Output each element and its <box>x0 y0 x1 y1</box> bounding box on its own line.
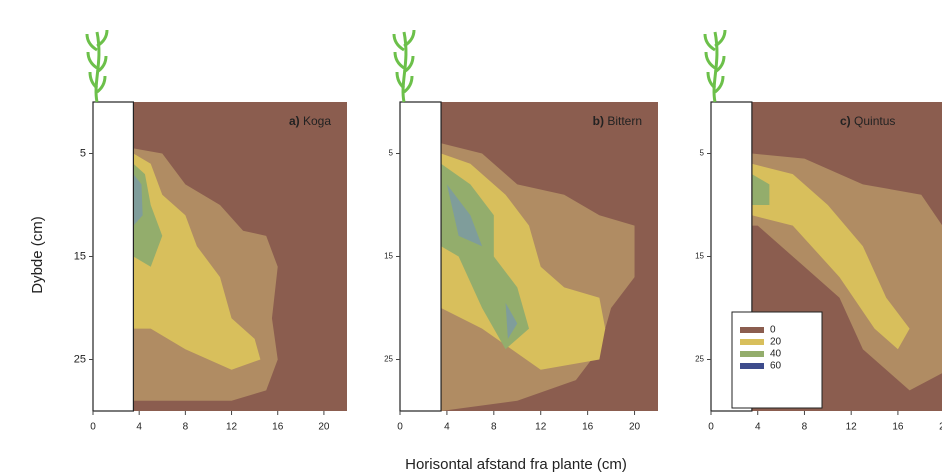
legend-swatch <box>740 339 764 345</box>
plant-icon <box>394 30 414 102</box>
panel-name: Quintus <box>854 114 895 128</box>
panel-title: c) Quintus <box>840 114 895 128</box>
plant-leaf <box>395 52 404 68</box>
panel-title: b) Bittern <box>593 114 642 128</box>
y-axis-label: Dybde (cm) <box>29 216 46 294</box>
x-tick-label: 4 <box>755 422 761 433</box>
x-tick-label: 12 <box>846 422 858 433</box>
chart: Dybde (cm) Horisontal afstand fra plante… <box>0 0 942 475</box>
plant-leaf <box>394 34 404 50</box>
y-tick-label: 25 <box>74 353 86 365</box>
legend-swatch <box>740 327 764 333</box>
panel-label: c) <box>840 114 851 128</box>
y-tick-label: 15 <box>695 252 704 261</box>
x-tick-label: 4 <box>444 422 450 433</box>
x-tick-label: 16 <box>272 422 284 433</box>
panel-label: a) <box>289 114 300 128</box>
root-zone <box>93 102 133 411</box>
x-tick-label: 12 <box>535 422 547 433</box>
x-tick-label: 12 <box>226 422 238 433</box>
plant-leaf <box>706 52 715 68</box>
x-tick-label: 8 <box>491 422 497 433</box>
x-axis-label: Horisontal afstand fra plante (cm) <box>405 456 627 473</box>
x-tick-label: 8 <box>183 422 189 433</box>
legend-label: 0 <box>770 325 776 336</box>
x-tick-label: 20 <box>629 422 641 433</box>
panel-name: Koga <box>303 114 331 128</box>
x-tick-label: 0 <box>90 422 96 433</box>
plant-leaf <box>705 34 715 50</box>
y-tick-label: 5 <box>700 149 705 158</box>
y-tick-label: 5 <box>389 149 394 158</box>
y-tick-label: 25 <box>384 355 393 364</box>
y-tick-label: 15 <box>74 250 86 262</box>
legend-swatch <box>740 363 764 369</box>
x-tick-label: 0 <box>397 422 403 433</box>
plant-icon <box>87 30 107 102</box>
legend-label: 40 <box>770 349 782 360</box>
panel-label: b) <box>593 114 604 128</box>
x-tick-label: 4 <box>136 422 142 433</box>
y-tick-label: 15 <box>384 252 393 261</box>
legend-label: 60 <box>770 361 782 372</box>
legend-swatch <box>740 351 764 357</box>
plant-leaf <box>88 52 97 68</box>
x-tick-label: 0 <box>708 422 714 433</box>
panel-title: a) Koga <box>289 114 331 128</box>
y-tick-label: 25 <box>695 355 704 364</box>
legend-label: 20 <box>770 337 782 348</box>
page: Dybde (cm) Horisontal afstand fra plante… <box>0 0 942 475</box>
panel-name: Bittern <box>607 114 642 128</box>
x-tick-label: 8 <box>802 422 808 433</box>
y-tick-label: 5 <box>80 147 86 159</box>
plant-icon <box>705 30 725 102</box>
root-zone <box>400 102 441 411</box>
x-tick-label: 16 <box>892 422 904 433</box>
x-tick-label: 20 <box>318 422 330 433</box>
plant-leaf <box>87 34 97 50</box>
x-tick-label: 16 <box>582 422 594 433</box>
